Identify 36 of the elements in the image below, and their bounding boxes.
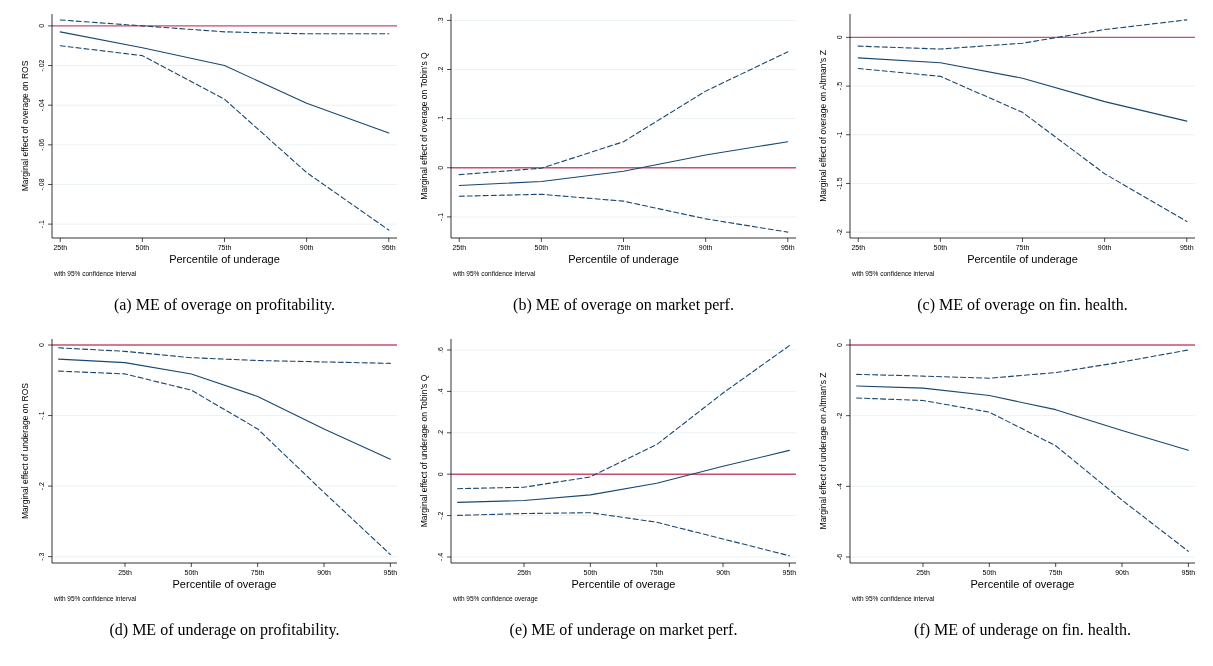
y-axis-title: Marginal effect of underage on ROS — [20, 382, 30, 519]
x-axis-title: Percentile of underage — [169, 253, 280, 265]
line-series — [857, 67, 1188, 222]
line-series — [58, 370, 391, 556]
line-series — [458, 141, 789, 186]
text: (e) ME of underage on market perf. — [509, 621, 738, 639]
y-axis-title: Marginal effect of overage on Altman's Z — [818, 50, 828, 202]
line-series — [856, 349, 1189, 379]
x-axis-title: Percentile of overage — [571, 578, 676, 590]
line-series — [59, 45, 390, 231]
line-series — [857, 57, 1188, 122]
x-axis-title: Percentile of underage — [568, 253, 679, 265]
text: (a) ME of overage on profitability. — [113, 296, 336, 314]
text: (d) ME of underage on profitability. — [109, 621, 340, 639]
line-series — [856, 385, 1189, 451]
x-axis-title: Percentile of underage — [967, 253, 1078, 265]
text: (c) ME of overage on fin. health. — [917, 296, 1128, 314]
x-axis-title: Percentile of overage — [172, 578, 277, 590]
line-series — [856, 397, 1189, 552]
line-series — [59, 19, 390, 35]
x-axis-title: Percentile of overage — [970, 578, 1075, 590]
text: (b) ME of overage on market perf. — [513, 296, 734, 314]
line-series — [58, 347, 391, 364]
line-series — [857, 19, 1188, 50]
y-axis-title: Marginal effect of overage on ROS — [20, 60, 30, 192]
y-axis-title: Marginal effect of underage on Altman's Z — [818, 372, 828, 530]
text: (f) ME of underage on fin. health. — [914, 621, 1131, 639]
y-axis-title: Marginal effect of underage on Tobin's Q — [419, 374, 429, 528]
line-series — [58, 358, 391, 460]
line-series — [457, 449, 790, 503]
line-series — [59, 31, 390, 134]
line-series — [458, 51, 789, 176]
line-series — [457, 512, 790, 557]
y-axis-title: Marginal effect of overage on Tobin's Q — [419, 51, 429, 200]
line-series — [457, 345, 790, 490]
line-series — [458, 193, 789, 233]
